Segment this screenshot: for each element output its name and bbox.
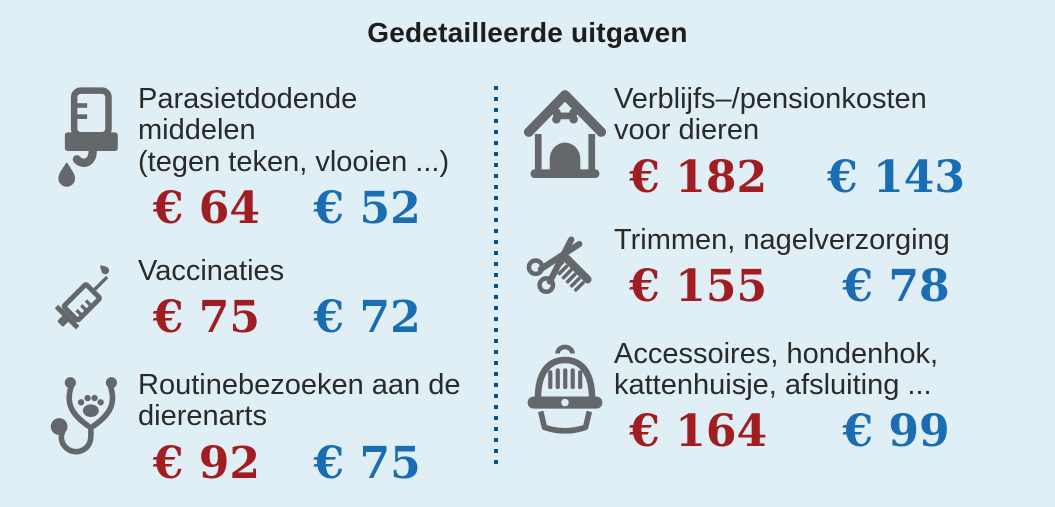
value-blue: € 78: [842, 261, 950, 313]
right-column: Verblijfs–/pensionkosten voor dieren € 1…: [516, 83, 1035, 456]
expense-label: Routinebezoeken aan de dierenarts: [138, 369, 461, 433]
value-blue: € 75: [313, 437, 421, 489]
expense-values: € 155 € 78: [614, 261, 1035, 313]
value-red: € 75: [152, 292, 260, 344]
flea-treatment-pipette-icon: [40, 84, 138, 232]
expense-values: € 64 € 52: [138, 182, 480, 234]
value-red: € 155: [629, 261, 768, 313]
value-blue: € 99: [842, 406, 950, 458]
expense-values: € 92 € 75: [138, 437, 480, 489]
dotted-divider: [494, 86, 498, 464]
grooming-scissors-comb-icon: [516, 225, 614, 311]
expense-values: € 75 € 72: [138, 295, 480, 341]
value-red: € 64: [152, 182, 260, 234]
value-blue: € 143: [827, 151, 965, 203]
expense-item-routinebezoeken: Routinebezoeken aan de dierenarts € 92 €…: [40, 369, 480, 489]
dog-house-icon: [516, 84, 614, 201]
expense-values: € 164 € 99: [614, 409, 1035, 455]
expense-label: Verblijfs–/pensionkosten voor dieren: [614, 83, 927, 147]
expense-item-parasietdodende-middelen: Parasietdodende middelen (tegen teken, v…: [40, 83, 480, 234]
expense-label: Trimmen, nagelverzorging: [614, 223, 950, 256]
expense-item-vaccinaties: Vaccinaties € 75 € 72: [40, 255, 480, 342]
stethoscope-paw-icon: [40, 370, 138, 487]
left-column: Parasietdodende middelen (tegen teken, v…: [40, 83, 480, 489]
expense-item-trimmen: Trimmen, nagelverzorging € 155 € 78: [516, 223, 1035, 313]
pet-carrier-icon: [516, 339, 614, 456]
page-title: Gedetailleerde uitgaven: [367, 17, 688, 48]
expense-label: Accessoires, hondenhok, kattenhuisje, af…: [614, 337, 939, 402]
value-blue: € 72: [313, 292, 421, 344]
value-red: € 182: [629, 151, 768, 203]
expense-label: Parasietdodende middelen (tegen teken, v…: [138, 83, 450, 178]
expense-columns: Parasietdodende middelen (tegen teken, v…: [40, 83, 1035, 489]
value-red: € 92: [152, 437, 260, 489]
expense-item-verblijfskosten: Verblijfs–/pensionkosten voor dieren € 1…: [516, 83, 1035, 203]
value-blue: € 52: [313, 182, 421, 234]
expense-item-accessoires: Accessoires, hondenhok, kattenhuisje, af…: [516, 337, 1035, 456]
expense-values: € 182 € 143: [614, 151, 1035, 203]
expense-label: Vaccinaties: [138, 255, 285, 288]
syringe-icon: [40, 256, 138, 342]
value-red: € 164: [629, 406, 768, 458]
